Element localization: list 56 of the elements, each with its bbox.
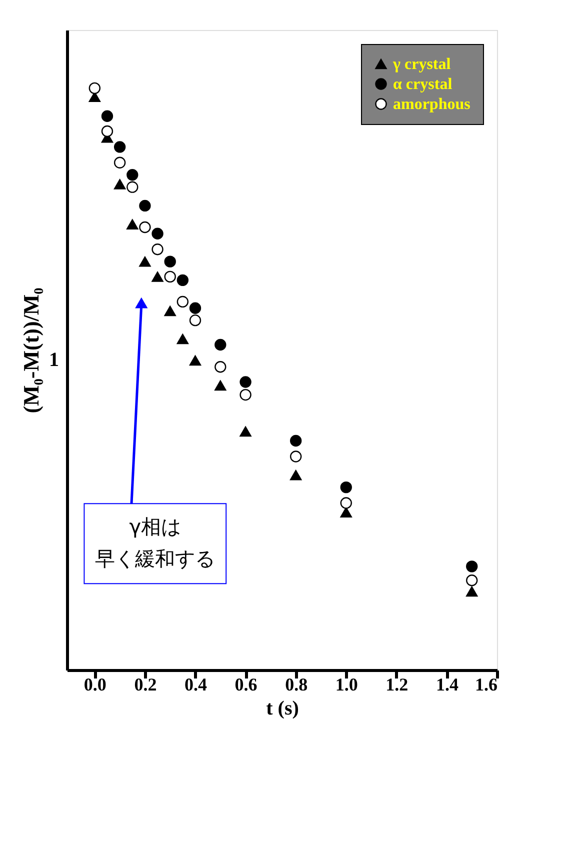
x-tick-label: 1.4: [436, 674, 458, 694]
point: [101, 125, 114, 138]
x-tick-label: 1.6: [475, 674, 498, 694]
point: [101, 110, 114, 122]
x-axis-title: t (s): [266, 698, 299, 720]
point: [176, 334, 189, 344]
point: [466, 574, 478, 586]
point: [290, 470, 302, 480]
point: [214, 380, 226, 391]
point: [114, 179, 126, 190]
point: [126, 219, 138, 230]
point: [126, 169, 138, 181]
point: [164, 270, 176, 283]
point: [176, 274, 189, 286]
x-tick-label: 0.2: [134, 674, 157, 694]
point: [114, 141, 126, 153]
point: [139, 200, 151, 212]
x-tick-label: 0.8: [285, 674, 308, 694]
x-tick-label: 1.2: [386, 674, 408, 694]
point: [214, 338, 226, 351]
x-tick-label: 0.0: [84, 674, 106, 694]
point: [466, 586, 478, 597]
point: [88, 82, 101, 94]
y-axis-title: (M₀-M(t))/M₀: [18, 287, 44, 414]
point: [340, 507, 352, 518]
legend-label: α crystal: [393, 76, 453, 93]
point: [240, 376, 252, 388]
point: [139, 256, 151, 267]
point: [126, 181, 138, 193]
point: [189, 314, 202, 326]
x-tick-label: 0.4: [184, 674, 207, 694]
point: [240, 426, 252, 437]
annotation: 早く緩和する: [95, 546, 216, 571]
x-tick-label: 0.6: [234, 674, 258, 694]
point: [164, 306, 176, 316]
point: [189, 355, 202, 366]
x-tick-label: 1.0: [335, 674, 358, 694]
point: [466, 560, 478, 572]
point: [164, 256, 176, 268]
point: [290, 434, 302, 447]
point: [340, 481, 352, 494]
point: [176, 296, 189, 308]
point: [214, 361, 226, 373]
point: [240, 388, 252, 401]
point: [189, 302, 202, 314]
point: [114, 156, 126, 168]
text: 1: [49, 349, 59, 372]
point: [152, 228, 164, 240]
point: [290, 450, 302, 462]
point: [152, 244, 164, 256]
point: [152, 272, 164, 282]
legend-label: γ crystal: [392, 56, 452, 73]
annotation: γ相は: [129, 514, 182, 539]
legend-label: amorphous: [393, 96, 470, 113]
point: [139, 221, 151, 234]
point: [340, 497, 352, 509]
